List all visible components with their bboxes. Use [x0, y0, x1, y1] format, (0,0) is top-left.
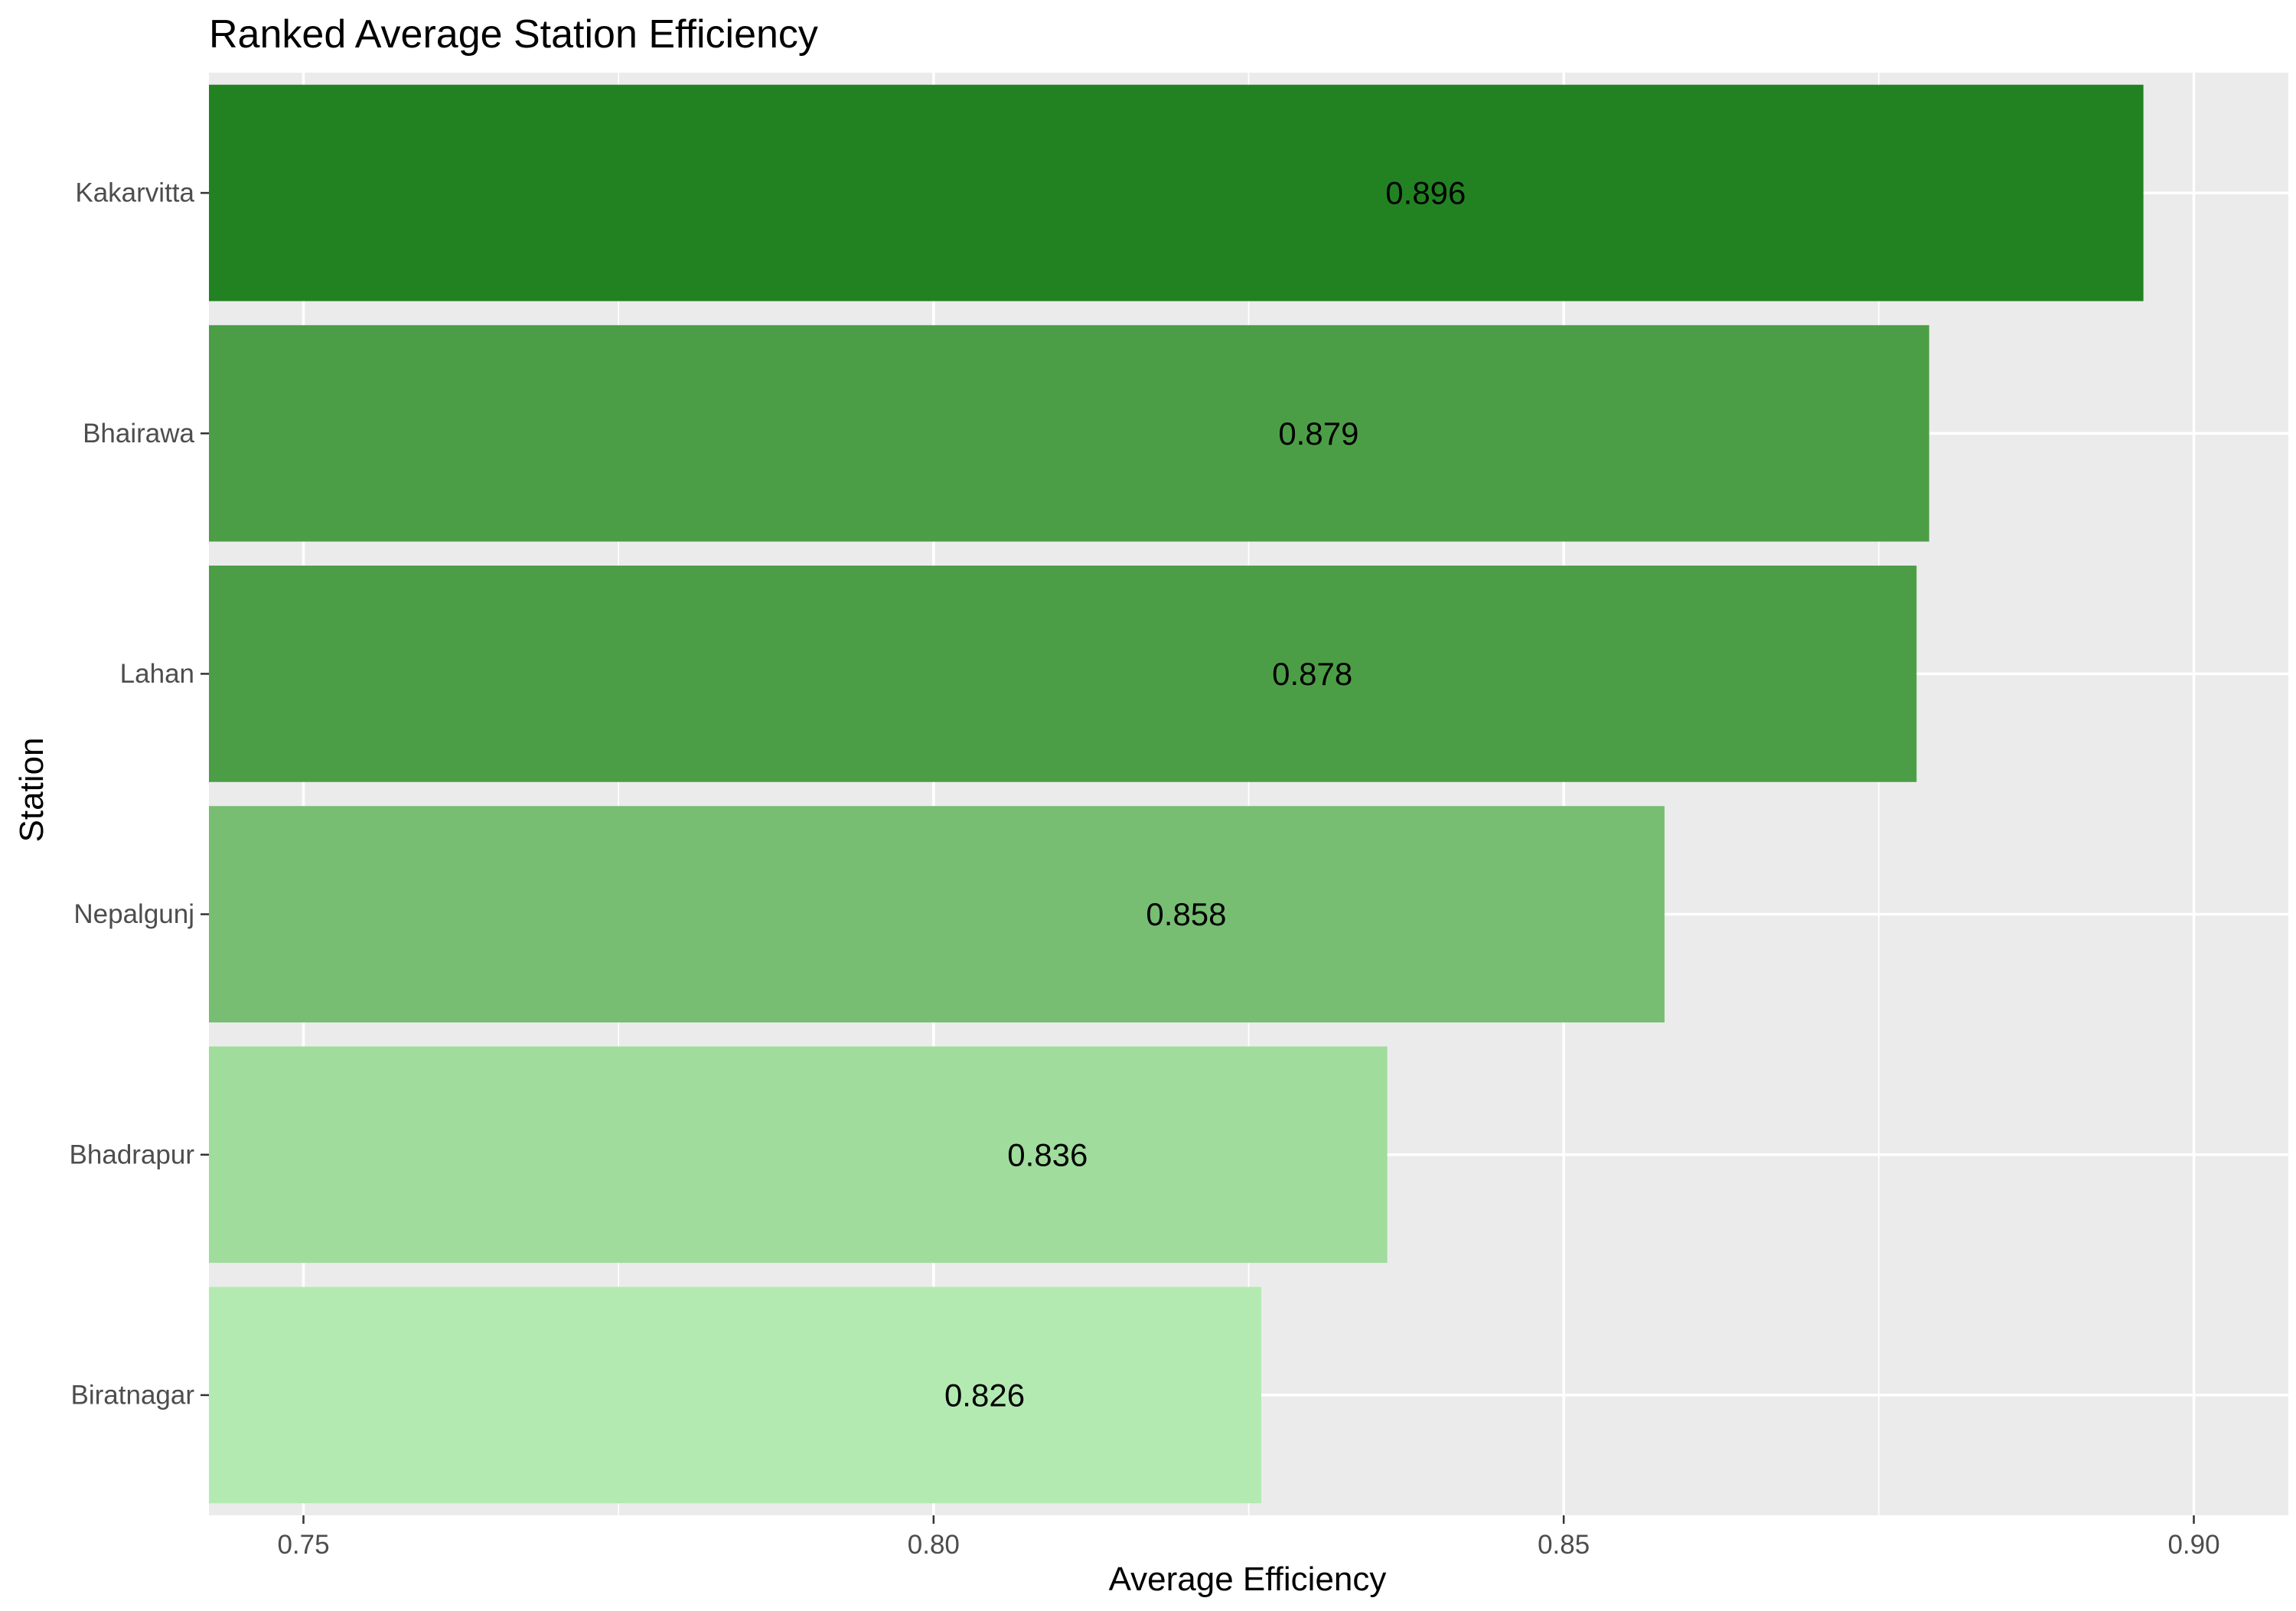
x-tick-label: 0.80	[908, 1530, 960, 1560]
bar-bhadrapur	[209, 1046, 1388, 1264]
data-label-kakarvitta: 0.896	[1385, 175, 1466, 211]
y-tick-label: Bhairawa	[83, 419, 194, 448]
data-label-lahan: 0.878	[1272, 656, 1352, 692]
bar-biratnagar	[209, 1287, 1261, 1504]
x-tick-label: 0.75	[277, 1530, 329, 1560]
y-tick-label: Lahan	[120, 659, 194, 689]
y-tick-label: Biratnagar	[71, 1380, 195, 1410]
bar-bhairawa	[209, 324, 1929, 542]
x-axis-title: Average Efficiency	[1109, 1560, 1387, 1598]
y-tick-label: Nepalgunj	[73, 899, 194, 929]
y-axis-title: Station	[13, 738, 51, 843]
bar-kakarvitta	[209, 84, 2144, 302]
y-tick-label: Bhadrapur	[70, 1140, 195, 1169]
data-label-bhadrapur: 0.836	[1007, 1137, 1088, 1172]
data-label-biratnagar: 0.826	[944, 1377, 1025, 1413]
data-label-bhairawa: 0.879	[1278, 416, 1358, 452]
bar-lahan	[209, 566, 1917, 782]
x-tick-label: 0.85	[1538, 1530, 1590, 1560]
bar-nepalgunj	[209, 806, 1665, 1022]
data-label-nepalgunj: 0.858	[1146, 896, 1226, 932]
x-tick-label: 0.90	[2167, 1530, 2219, 1560]
chart-title: Ranked Average Station Efficiency	[209, 12, 818, 57]
y-tick-label: Kakarvitta	[75, 178, 194, 208]
